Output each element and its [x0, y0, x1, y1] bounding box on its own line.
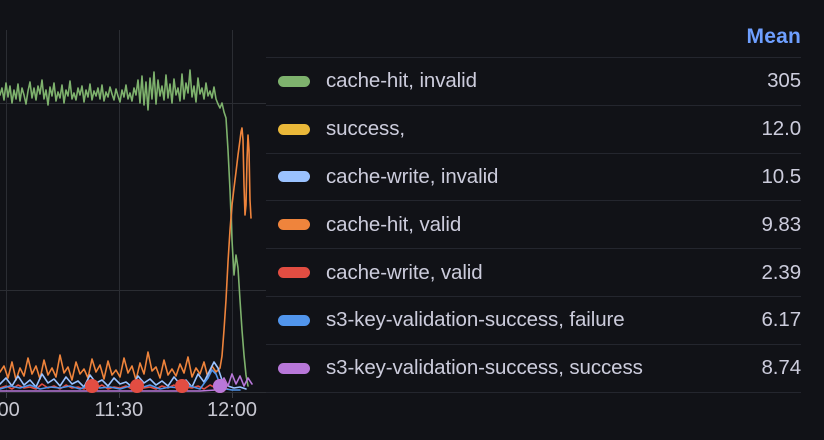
legend-series-mean-value: 2.39 [761, 260, 802, 284]
series-line [0, 127, 252, 381]
data-point-marker[interactable] [213, 379, 227, 393]
legend-series-color-swatch[interactable] [266, 314, 326, 326]
legend-series-mean-value: 6.17 [761, 308, 802, 332]
grid-lines [0, 30, 266, 393]
legend-series-label[interactable]: cache-write, invalid [326, 164, 499, 188]
legend-series-label[interactable]: cache-hit, valid [326, 212, 462, 236]
data-point-marker[interactable] [175, 379, 189, 393]
legend-series-label[interactable]: cache-write, valid [326, 260, 483, 284]
chart-region: :00 11:30 12:00 [0, 0, 266, 440]
legend-row[interactable]: cache-hit, valid 9.83 [266, 201, 802, 250]
legend-row[interactable]: s3-key-validation-success, success 8.74 [266, 345, 801, 393]
legend-series-color-swatch[interactable] [266, 171, 326, 183]
legend-series-label[interactable]: s3-key-validation-success, failure [326, 308, 625, 332]
legend-header-mean[interactable]: Mean [746, 25, 801, 48]
legend-rows: cache-hit, invalid 305 success, 12.0 cache-w… [266, 58, 801, 393]
legend-series-mean-value: 8.74 [761, 356, 802, 380]
series-color-icon [278, 123, 310, 135]
series-color-icon [278, 219, 310, 231]
plot-svg [0, 30, 266, 393]
data-point-marker[interactable] [130, 379, 144, 393]
legend: Mean cache-hit, invalid 305 success, 12.0 ca… [266, 0, 824, 440]
data-point-marker[interactable] [85, 379, 99, 393]
legend-header: Mean [266, 0, 801, 58]
series-color-icon [278, 171, 310, 183]
legend-series-mean-value: 12.0 [761, 117, 802, 141]
legend-series-label[interactable]: success, [326, 117, 405, 141]
x-axis-tick-label: 12:00 [207, 399, 258, 421]
series-color-icon [278, 75, 310, 87]
x-axis-tick-label: :00 [0, 399, 20, 421]
legend-series-mean-value: 9.83 [761, 212, 802, 236]
legend-series-color-swatch[interactable] [266, 267, 326, 279]
series-color-icon [278, 267, 310, 279]
series-line [0, 69, 249, 387]
legend-series-color-swatch[interactable] [266, 123, 326, 135]
legend-series-mean-value: 10.5 [761, 164, 802, 188]
legend-series-color-swatch[interactable] [266, 75, 326, 87]
data-point-markers [85, 379, 227, 393]
legend-series-label[interactable]: cache-hit, invalid [326, 69, 477, 93]
legend-series-label[interactable]: s3-key-validation-success, success [326, 356, 643, 380]
legend-series-mean-value: 305 [767, 69, 801, 93]
x-axis-tick-label: 11:30 [94, 399, 144, 421]
legend-row[interactable]: success, 12.0 [266, 106, 801, 154]
series-line [0, 361, 247, 390]
x-axis: :00 11:30 12:00 [0, 393, 266, 440]
x-axis-ticks [6, 393, 233, 398]
plot-area[interactable] [0, 0, 266, 393]
legend-row[interactable]: cache-write, valid 2.39 [266, 249, 801, 297]
series-color-icon [278, 314, 310, 326]
legend-row[interactable]: cache-hit, invalid 305 [266, 58, 801, 106]
legend-row[interactable]: cache-write, invalid 10.5 [266, 154, 801, 202]
legend-series-color-swatch[interactable] [266, 362, 326, 374]
series-lines [0, 69, 253, 392]
legend-row[interactable]: s3-key-validation-success, failure 6.17 [266, 297, 801, 345]
series-color-icon [278, 362, 310, 374]
legend-series-color-swatch[interactable] [266, 219, 326, 231]
